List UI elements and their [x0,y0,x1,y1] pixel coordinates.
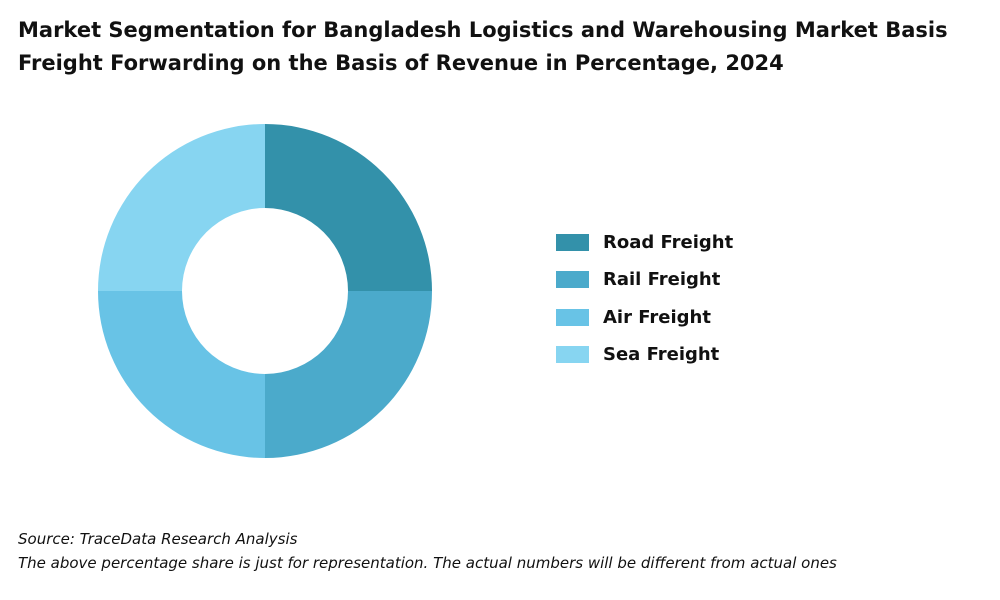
source-note: Source: TraceData Research Analysis [18,530,298,548]
legend-label-sea-freight: Sea Freight [603,344,720,366]
chart-title: Market Segmentation for Bangladesh Logis… [18,14,978,80]
legend-swatch-air-freight [556,308,589,326]
legend-item-air-freight: Air Freight [556,299,733,336]
chart-legend: Road Freight Rail Freight Air Freight Sea F… [556,224,733,373]
legend-label-air-freight: Air Freight [603,306,711,328]
legend-item-road-freight: Road Freight [556,224,733,261]
donut-slice-rail-freight [265,291,432,458]
chart-title-line-1: Market Segmentation for Bangladesh Logis… [18,18,948,42]
legend-swatch-rail-freight [556,271,589,289]
legend-item-sea-freight: Sea Freight [556,336,733,373]
legend-swatch-road-freight [556,234,589,252]
chart-footer: Source: TraceData Research Analysis The … [18,527,837,575]
legend-label-rail-freight: Rail Freight [603,269,721,291]
legend-swatch-sea-freight [556,346,589,364]
donut-slice-sea-freight [98,124,265,291]
donut-slice-road-freight [265,124,432,291]
chart-title-line-2: Freight Forwarding on the Basis of Reven… [18,51,784,75]
donut-slice-air-freight [98,291,265,458]
disclaimer-note: The above percentage share is just for r… [18,554,837,572]
legend-label-road-freight: Road Freight [603,232,734,254]
legend-item-rail-freight: Rail Freight [556,261,733,298]
